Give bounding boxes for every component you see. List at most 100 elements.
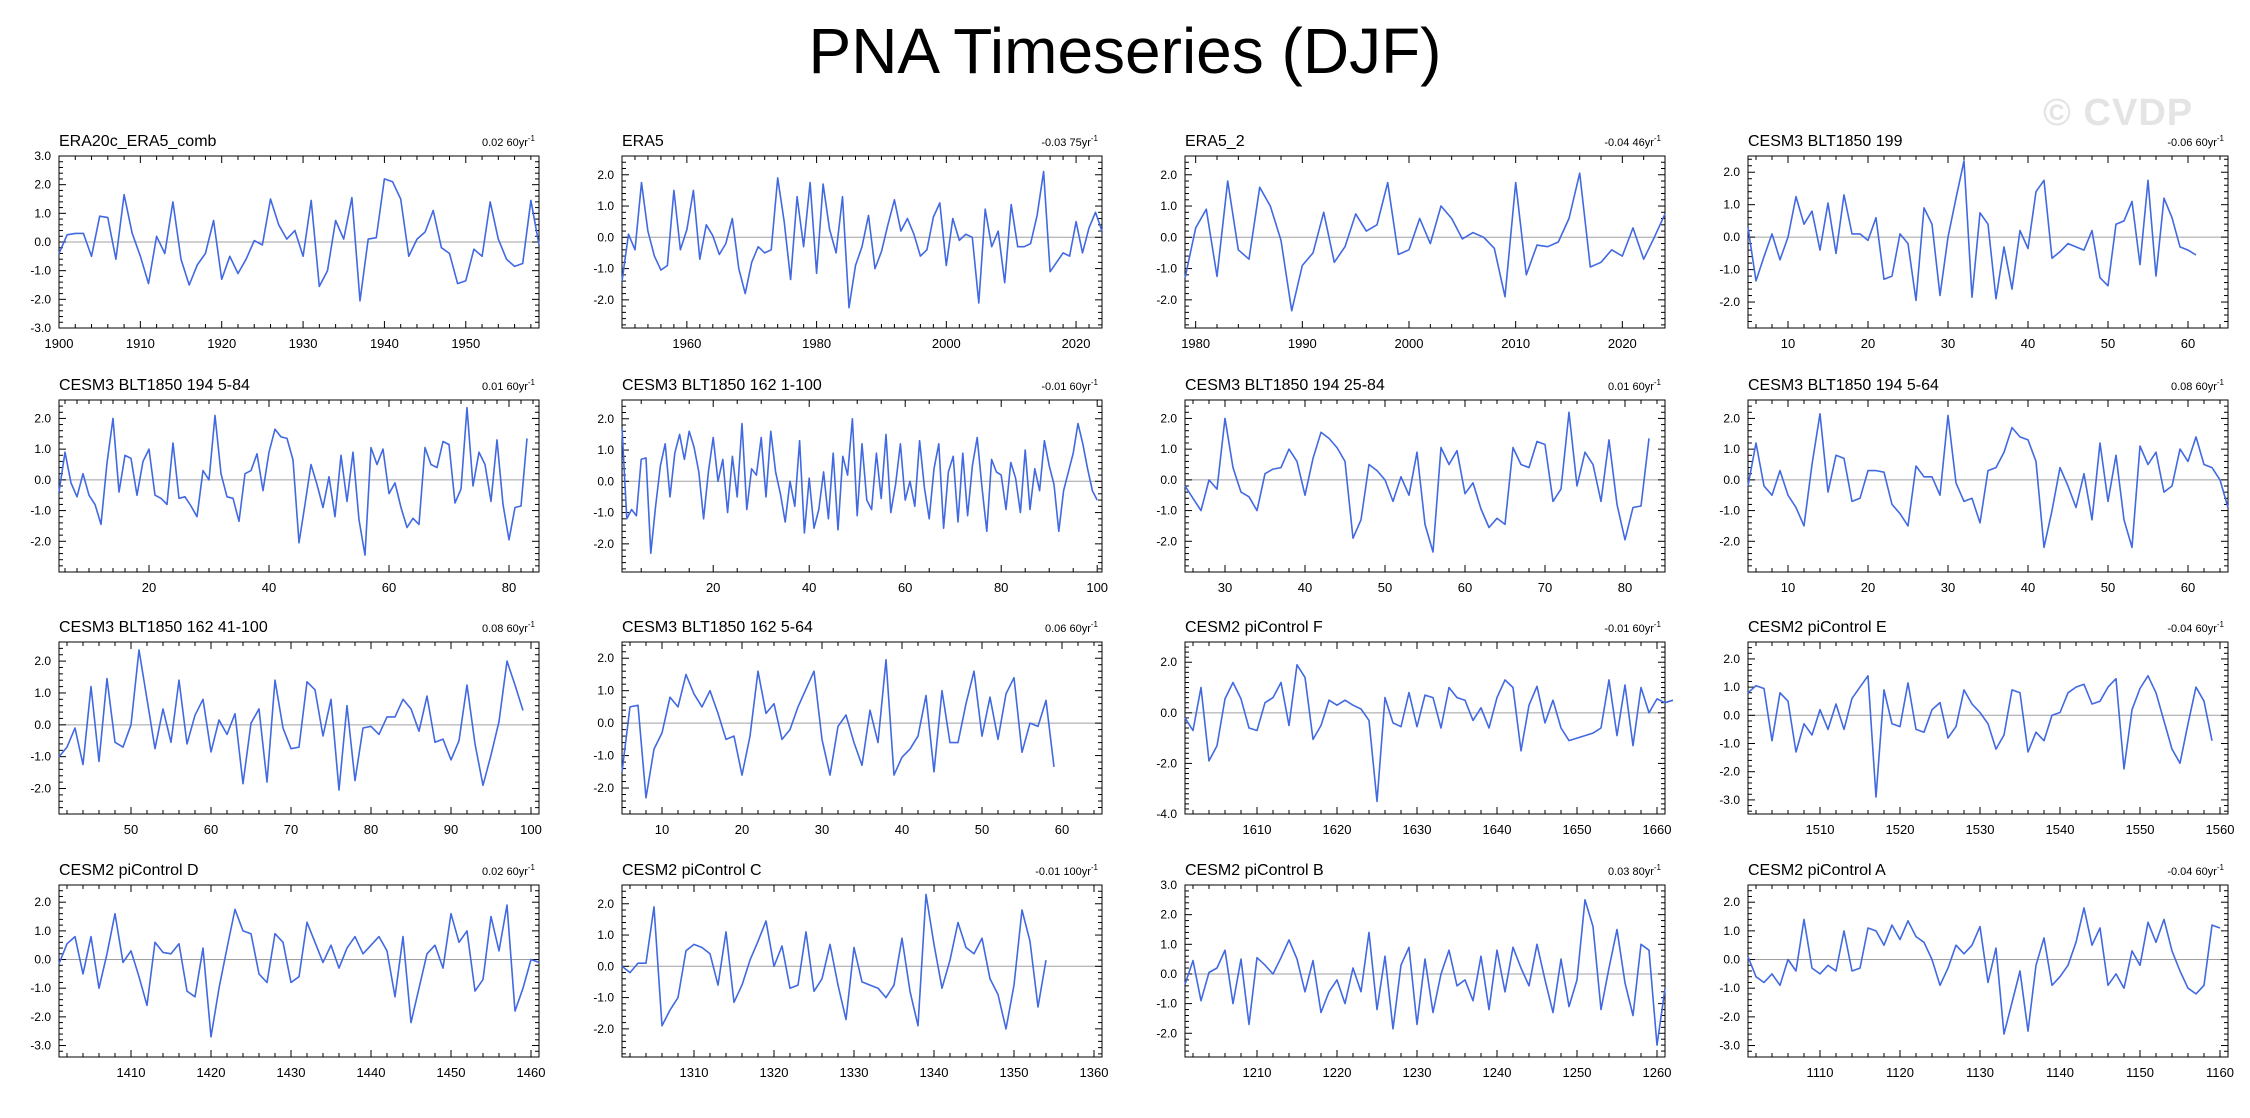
x-tick-label: 1340 [920,1065,949,1080]
chart-title: CESM2 piControl F [1185,619,1323,636]
y-tick-label: 0.0 [34,235,51,249]
x-tick-label: 1160 [2206,1065,2234,1080]
y-tick-label: 3.0 [1160,878,1177,892]
y-tick-label: -1.0 [593,749,614,763]
y-tick-label: 1.0 [1723,198,1740,212]
y-tick-label: -1.0 [30,504,51,518]
x-tick-label: 1950 [451,336,480,351]
x-tick-label: 70 [1538,580,1552,595]
x-tick-label: 1110 [1807,1065,1834,1080]
chart-title: CESM2 piControl E [1748,619,1887,636]
chart-title: ERA5_2 [1185,133,1245,150]
chart-panel-8: CESM3 BLT1850 194 5-64 0.08 60yr-1 -2.0 -1.… [1719,377,2229,595]
y-tick-label: 2.0 [34,895,51,909]
x-tick-label: 60 [2181,580,2195,595]
x-tick-label: 2020 [1608,336,1637,351]
y-tick-label: 1.0 [1160,199,1177,213]
y-tick-label: 1.0 [597,199,614,213]
series-line [1184,663,1674,803]
x-tick-label: 40 [802,580,816,595]
x-tick-label: 30 [1941,336,1955,351]
x-tick-label: 2000 [932,336,961,351]
y-tick-label: -2.0 [1719,295,1740,309]
x-tick-label: 1620 [1323,822,1352,837]
x-tick-label: 2020 [1062,336,1091,351]
x-tick-label: 1150 [2126,1065,2154,1080]
x-tick-label: 2000 [1395,336,1424,351]
x-tick-label: 1330 [840,1065,869,1080]
series-line [1184,898,1666,1046]
x-tick-label: 80 [502,580,516,595]
x-tick-label: 1540 [2046,822,2075,837]
x-tick-label: 1460 [517,1065,546,1080]
plot-frame [1184,155,1666,329]
x-tick-label: 50 [1378,580,1392,595]
plot-frame [1747,155,2229,329]
series-line [58,649,524,791]
y-tick-label: -1.0 [30,981,51,995]
chart-title: CESM3 BLT1850 194 5-84 [59,377,250,394]
y-tick-label: -2.0 [1719,1010,1740,1024]
y-tick-label: 2.0 [1723,895,1740,909]
x-tick-label: 1630 [1403,822,1432,837]
x-tick-label: 1510 [1806,822,1835,837]
trend-label: 0.06 60yr-1 [1045,620,1099,635]
chart-panel-3: ERA5_2 -0.04 46yr-1 -2.0 -1.0 0.0 1.0 2.0 1980 1… [1156,133,1666,351]
x-tick-label: 1360 [1080,1065,1109,1080]
x-tick-label: 30 [1218,580,1232,595]
chart-panel-16: CESM2 piControl A -0.04 60yr-1 -3.0 -2.0 -1.… [1719,862,2234,1080]
x-tick-label: 1310 [680,1065,709,1080]
chart-title: CESM2 piControl B [1185,862,1324,879]
series-line [58,406,528,556]
x-tick-label: 60 [2181,336,2195,351]
x-tick-label: 1140 [2046,1065,2074,1080]
x-tick-label: 1660 [1643,822,1672,837]
x-tick-label: 20 [142,580,156,595]
y-tick-label: 2.0 [1160,168,1177,182]
chart-title: ERA5 [622,133,664,150]
chart-title: CESM2 piControl A [1748,862,1886,879]
x-tick-label: 1910 [126,336,155,351]
y-tick-label: 1.0 [597,928,614,942]
x-tick-label: 1550 [2126,822,2155,837]
x-tick-label: 90 [444,822,458,837]
y-tick-label: 3.0 [34,149,51,163]
x-tick-label: 40 [895,822,909,837]
x-tick-label: 1900 [45,336,74,351]
plot-frame [1184,884,1666,1058]
chart-panel-7: CESM3 BLT1850 194 25-84 0.01 60yr-1 -2.0 -1… [1156,377,1666,595]
y-tick-label: 0.0 [597,230,614,244]
y-tick-label: -2.0 [1156,534,1177,548]
y-tick-label: -1.0 [1719,263,1740,277]
series-line [1747,907,2221,1035]
x-tick-label: 10 [1781,336,1795,351]
x-tick-label: 30 [1941,580,1955,595]
y-tick-label: -2.0 [30,1010,51,1024]
x-tick-label: 40 [2021,336,2035,351]
y-tick-label: 2.0 [597,168,614,182]
y-tick-label: 0.0 [34,473,51,487]
y-tick-label: 0.0 [1160,473,1177,487]
trend-label: 0.03 80yr-1 [1608,863,1662,878]
x-tick-label: 60 [204,822,218,837]
x-tick-label: 80 [1618,580,1632,595]
plot-frame [1184,399,1666,573]
x-tick-label: 1980 [802,336,831,351]
x-tick-label: 40 [2021,580,2035,595]
x-tick-label: 20 [706,580,720,595]
series-line [58,904,540,1038]
y-tick-label: -1.0 [1156,997,1177,1011]
y-tick-label: 2.0 [1160,655,1177,669]
y-tick-label: -1.0 [593,262,614,276]
plot-frame [621,155,1103,329]
y-tick-label: -2.0 [593,1022,614,1036]
y-tick-label: 2.0 [1723,165,1740,179]
chart-title: CESM3 BLT1850 162 41-100 [59,619,268,636]
series-line [1747,160,2197,302]
x-tick-label: 50 [124,822,138,837]
page-title: PNA Timeseries (DJF) [808,15,1442,87]
x-tick-label: 10 [1781,580,1795,595]
y-tick-label: -2.0 [1719,534,1740,548]
series-line [1184,411,1650,553]
